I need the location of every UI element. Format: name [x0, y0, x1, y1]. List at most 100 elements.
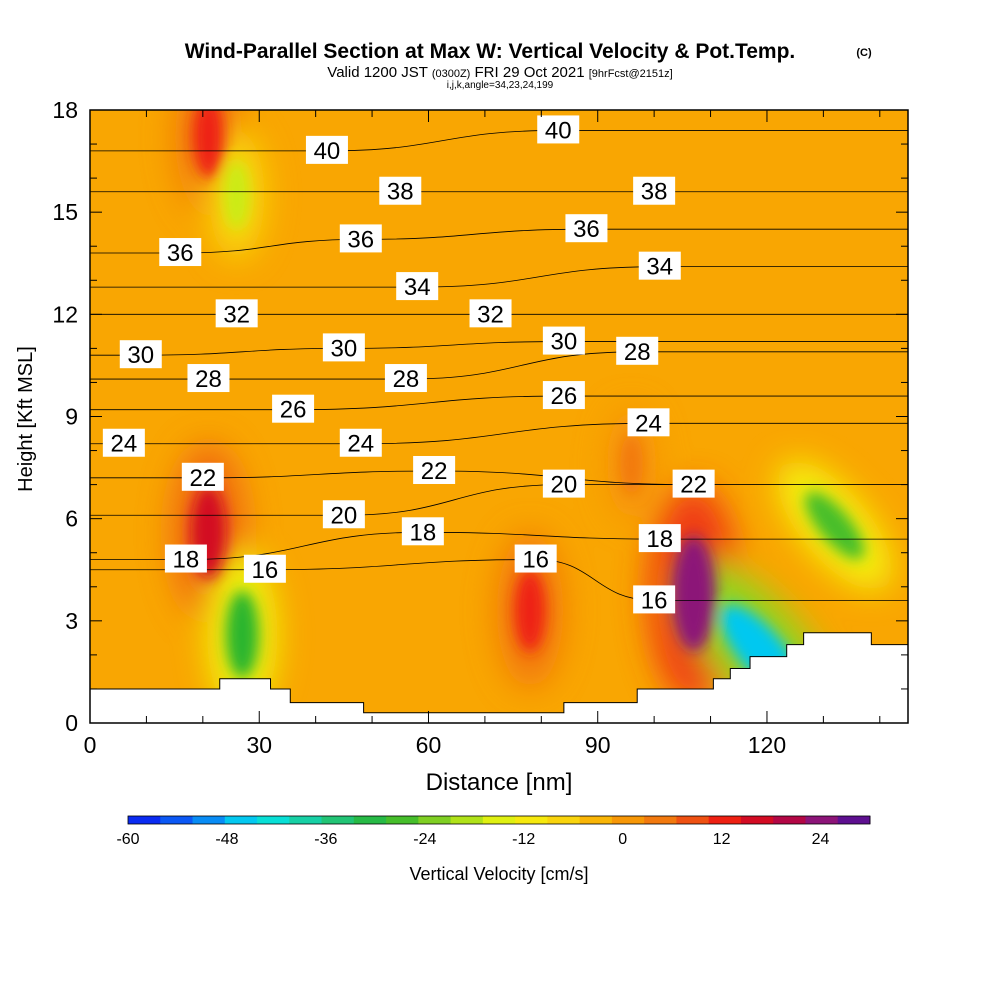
- colorbar-swatch: [450, 816, 484, 824]
- colorbar-swatch: [773, 816, 806, 824]
- subtitle-utc: (0300Z): [432, 68, 471, 80]
- isentrope-label-text: 28: [393, 366, 420, 393]
- y-tick-label: 15: [52, 199, 78, 225]
- x-axis: 0 30 60 90 120: [84, 110, 881, 758]
- isentrope-label-box: [542, 469, 585, 498]
- colorbar-frame: [127, 815, 871, 825]
- isentrope-label-box: [542, 381, 585, 410]
- isentrope-label-text: 18: [409, 519, 436, 546]
- isentrope-label: 24: [339, 428, 382, 458]
- colorbar-tick-label: 0: [618, 831, 627, 848]
- isentrope-label: 38: [633, 176, 676, 206]
- isentrope-label-text: 22: [189, 465, 216, 492]
- isentrope-label-box: [616, 336, 659, 365]
- isentrope-label-box: [469, 299, 512, 328]
- y-tick-label: 0: [65, 710, 78, 736]
- x-tick-label: 0: [84, 732, 97, 758]
- isentrope-label-box: [187, 364, 230, 393]
- isentrope-label-box: [272, 394, 315, 423]
- isentrope-label: 22: [181, 462, 224, 492]
- isentrope-label: 28: [384, 364, 427, 393]
- subtitle-date: FRI 29 Oct 2021: [475, 64, 585, 81]
- isentrope-label: 32: [215, 299, 258, 328]
- chart-title: Wind-Parallel Section at Max W: Vertical…: [185, 40, 796, 63]
- isentrope-label-text: 30: [127, 342, 154, 369]
- isentrope-label-text: 30: [551, 329, 578, 356]
- isentrope-label-text: 36: [167, 240, 194, 267]
- isentrope-label-box: [627, 408, 670, 437]
- isentrope-label-box: [164, 544, 207, 573]
- isentrope-label-text: 22: [680, 472, 707, 499]
- colorbar-swatch: [192, 816, 226, 824]
- isentrope-label-box: [396, 272, 439, 301]
- y-tick-label: 9: [65, 404, 78, 430]
- colorbar-tick-label: -36: [314, 831, 337, 848]
- isentrope-label-text: 38: [387, 179, 414, 206]
- colorbar-swatch: [289, 816, 323, 824]
- isentrope-label: 22: [413, 455, 456, 485]
- chart-subtitle-indices: i,j,k,angle=34,23,24,199: [447, 80, 554, 91]
- isentrope-label-box: [542, 326, 585, 355]
- isentrope-label: 36: [565, 214, 608, 243]
- isentrope-label-text: 28: [624, 339, 651, 366]
- isentrope-label: 18: [401, 517, 444, 546]
- colorbar-swatch: [708, 816, 742, 824]
- colorbar-swatch: [386, 816, 419, 824]
- isentrope-label-text: 40: [545, 117, 572, 144]
- isentrope-label-text: 20: [331, 502, 358, 529]
- isentrope-label-box: [537, 115, 580, 144]
- isentrope-label-text: 16: [641, 587, 668, 614]
- isentrope-label-box: [633, 585, 676, 614]
- isentrope-label-box: [322, 333, 365, 362]
- downdraft-core-8: [804, 491, 865, 560]
- colorbar-tick-label: -48: [215, 831, 238, 848]
- colorbar-swatch: [224, 816, 258, 824]
- isentrope-label: 32: [469, 299, 512, 328]
- colorbar-swatch: [160, 816, 194, 824]
- isentrope-label-text: 38: [641, 179, 668, 206]
- colorbar: -60 -48 -36 -24 -12 0 12 24: [116, 815, 871, 848]
- x-tick-label: 90: [585, 732, 611, 758]
- isentrope-label-text: 16: [252, 557, 279, 584]
- isentrope-label-box: [159, 238, 202, 267]
- isentrope-label-box: [401, 517, 444, 546]
- isentrope-label: 30: [322, 333, 365, 362]
- colorbar-swatch: [257, 816, 290, 824]
- isentrope-label: 40: [537, 115, 580, 144]
- isentrope-label: 40: [305, 135, 348, 165]
- isentrope-label-text: 32: [477, 301, 504, 328]
- colorbar-swatch: [418, 816, 452, 824]
- updraft-core-1: [192, 110, 225, 179]
- isentrope-label: 20: [322, 500, 365, 529]
- isentrope-label-text: 24: [347, 431, 374, 458]
- y-tick-label: 3: [65, 608, 78, 634]
- x-tick-label: 60: [416, 732, 442, 758]
- x-tick-label: 30: [246, 732, 272, 758]
- isentrope-label: 24: [627, 408, 670, 437]
- isentrope-label: 30: [119, 340, 162, 369]
- isentrope-label: 34: [396, 272, 439, 301]
- isentrope-label: 36: [339, 224, 382, 253]
- isentrope-label-text: 34: [646, 254, 673, 281]
- isentrope-label-text: 26: [551, 383, 578, 410]
- isentrope-label: 16: [633, 585, 676, 614]
- isentrope-label-text: 24: [110, 431, 137, 458]
- isentrope-label-box: [181, 462, 224, 491]
- updraft-core-4: [620, 433, 643, 495]
- isentrope-label: 38: [379, 176, 422, 206]
- isentrope-label-text: 36: [347, 226, 374, 253]
- colorbar-swatch: [321, 816, 355, 824]
- isentrope-label-box: [413, 455, 456, 484]
- isentrope-label-box: [243, 554, 286, 583]
- isentrope-label-box: [305, 135, 348, 164]
- downdraft-core-6: [223, 160, 250, 230]
- isentrope-34: [90, 266, 908, 288]
- x-tick-label: 120: [748, 732, 786, 758]
- terrain: [90, 632, 908, 723]
- isentrope-label-box: [102, 428, 145, 457]
- velocity-field-core: [190, 110, 865, 699]
- isentrope-label-text: 24: [635, 410, 662, 437]
- colorbar-tick-label: -12: [512, 831, 535, 848]
